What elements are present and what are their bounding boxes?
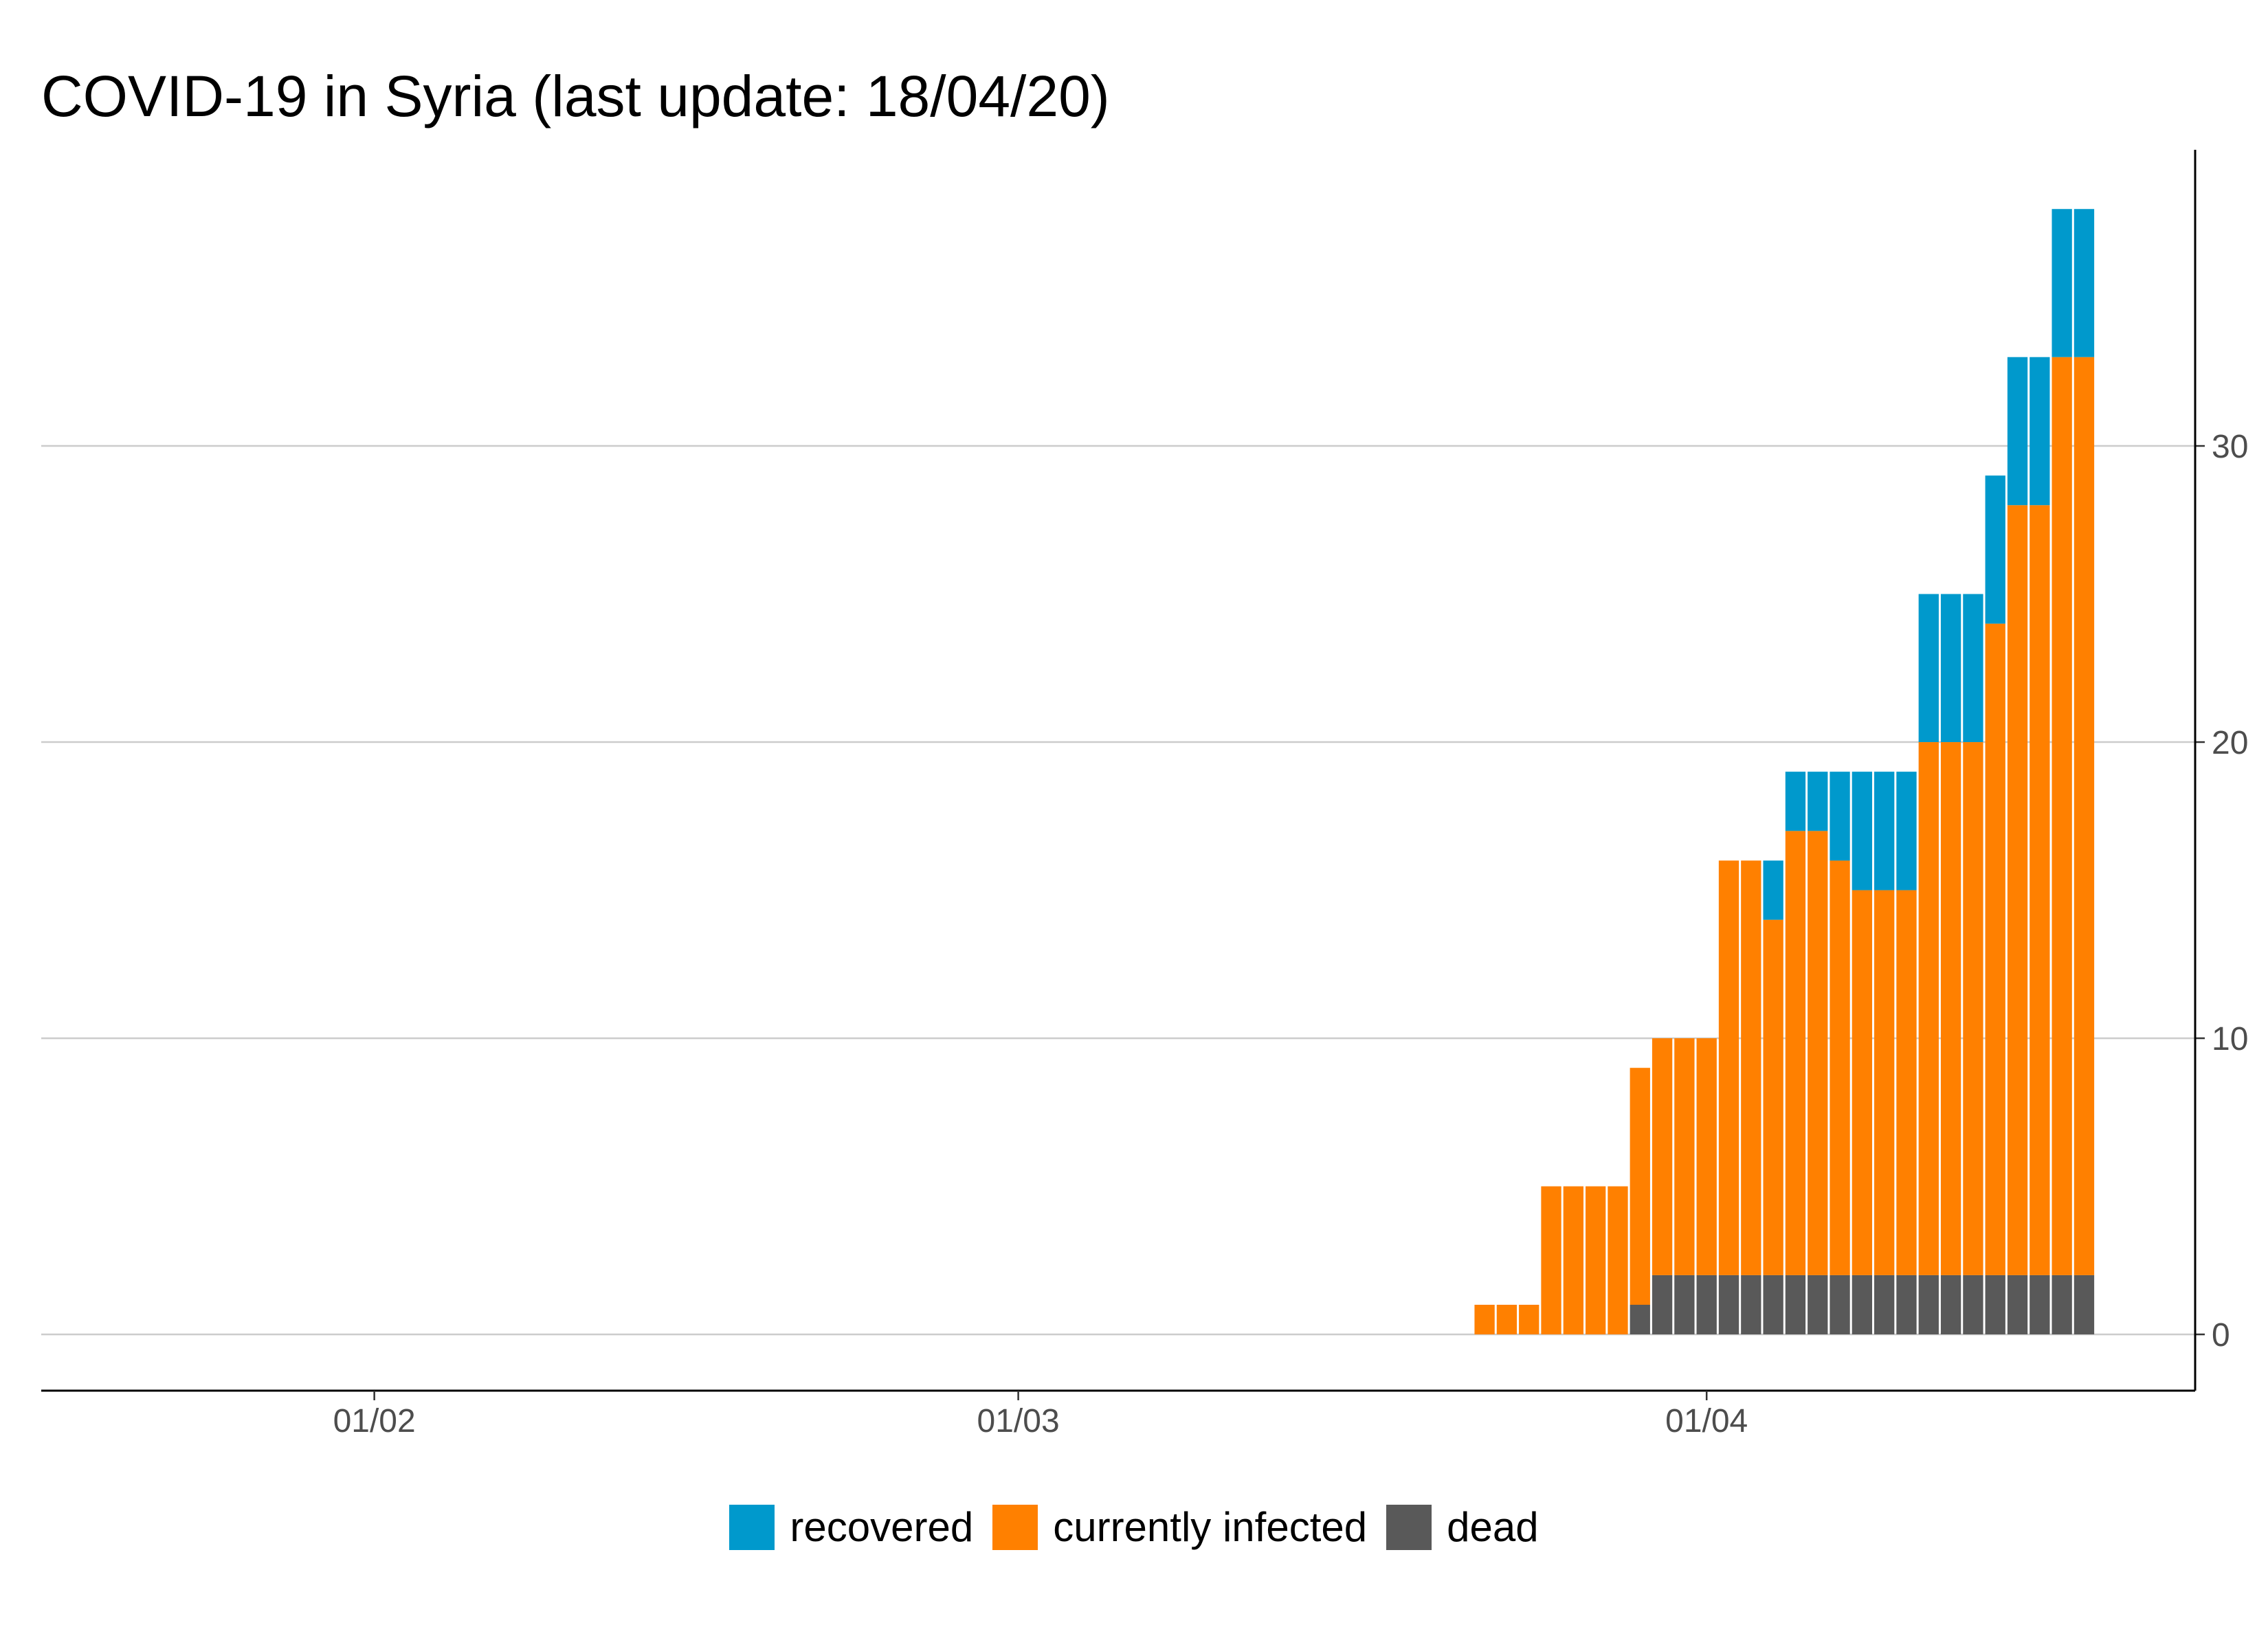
bar-currently-infected-2020-03-31 [1674,1038,1695,1275]
legend-label-dead: dead [1447,1504,1539,1550]
bar-recovered-2020-04-07 [1830,772,1850,861]
legend-item-currently-infected: currently infected [992,1503,1367,1551]
bar-currently-infected-2020-04-12 [1940,742,1961,1275]
bar-currently-infected-2020-04-02 [1718,860,1739,1275]
bar-currently-infected-2020-03-25 [1541,1186,1561,1335]
bar-dead-2020-04-03 [1741,1275,1761,1335]
bar-dead-2020-04-11 [1918,1275,1939,1335]
y-tick-label-10: 10 [2212,1021,2248,1057]
bar-dead-2020-04-16 [2030,1275,2050,1335]
bar-currently-infected-2020-04-01 [1696,1038,1717,1275]
bar-currently-infected-2020-04-11 [1918,742,1939,1275]
y-tick-label-20: 20 [2212,725,2248,761]
bar-dead-2020-04-15 [2007,1275,2028,1335]
bar-recovered-2020-04-12 [1940,594,1961,743]
bar-currently-infected-2020-04-09 [1874,890,1895,1275]
bar-currently-infected-2020-04-08 [1852,890,1873,1275]
legend-item-recovered: recovered [729,1503,973,1551]
bar-dead-2020-04-17 [2052,1275,2072,1335]
bar-currently-infected-2020-03-26 [1563,1186,1583,1335]
bar-dead-2020-04-04 [1763,1275,1783,1335]
bar-recovered-2020-04-13 [1963,594,1983,743]
bar-dead-2020-04-14 [1985,1275,2005,1335]
bar-dead-2020-04-08 [1852,1275,1873,1335]
legend: recovered currently infected dead [0,1503,2268,1551]
legend-swatch-currently-infected [992,1504,1038,1550]
bar-dead-2020-04-12 [1940,1275,1961,1335]
bar-dead-2020-04-13 [1963,1275,1983,1335]
bar-currently-infected-2020-03-24 [1519,1305,1539,1335]
bar-dead-2020-04-02 [1718,1275,1739,1335]
bar-recovered-2020-04-14 [1985,475,2005,624]
bar-currently-infected-2020-03-22 [1474,1305,1495,1335]
y-tick-label-30: 30 [2212,429,2248,465]
bar-currently-infected-2020-03-28 [1608,1186,1628,1335]
bar-recovered-2020-04-09 [1874,772,1895,890]
legend-label-recovered: recovered [790,1504,974,1550]
chart-title: COVID-19 in Syria (last update: 18/04/20… [41,64,1110,128]
bar-currently-infected-2020-03-27 [1585,1186,1606,1335]
legend-label-currently-infected: currently infected [1053,1504,1368,1550]
bar-currently-infected-2020-03-30 [1652,1038,1673,1275]
bar-currently-infected-2020-03-29 [1630,1068,1650,1305]
bar-recovered-2020-04-17 [2052,209,2072,357]
bar-dead-2020-04-07 [1830,1275,1850,1335]
bar-currently-infected-2020-04-03 [1741,860,1761,1275]
bar-currently-infected-2020-04-07 [1830,860,1850,1275]
bar-currently-infected-2020-04-14 [1985,623,2005,1275]
bar-recovered-2020-04-18 [2074,209,2095,357]
bar-currently-infected-2020-04-06 [1808,831,1828,1275]
x-tick-label-2020-03-01: 01/03 [977,1403,1060,1439]
x-tick-label-2020-04-01: 01/04 [1665,1403,1748,1439]
bar-currently-infected-2020-04-13 [1963,742,1983,1275]
y-tick-label-0: 0 [2212,1317,2230,1354]
bar-recovered-2020-04-16 [2030,357,2050,506]
bar-dead-2020-03-31 [1674,1275,1695,1335]
bar-dead-2020-04-01 [1696,1275,1717,1335]
legend-item-dead: dead [1386,1503,1539,1551]
bar-recovered-2020-04-08 [1852,772,1873,890]
bar-dead-2020-03-29 [1630,1305,1650,1335]
bar-dead-2020-03-30 [1652,1275,1673,1335]
bar-currently-infected-2020-04-15 [2007,505,2028,1275]
bar-currently-infected-2020-04-17 [2052,357,2072,1275]
x-tick-label-2020-02-01: 01/02 [333,1403,416,1439]
bar-dead-2020-04-05 [1785,1275,1806,1335]
bar-recovered-2020-04-11 [1918,594,1939,743]
bar-dead-2020-04-18 [2074,1275,2095,1335]
bar-recovered-2020-04-06 [1808,772,1828,831]
bar-currently-infected-2020-04-04 [1763,919,1783,1275]
bar-recovered-2020-04-15 [2007,357,2028,506]
bar-recovered-2020-04-04 [1763,860,1783,920]
bar-dead-2020-04-06 [1808,1275,1828,1335]
bar-currently-infected-2020-04-05 [1785,831,1806,1275]
bar-currently-infected-2020-03-23 [1496,1305,1517,1335]
legend-swatch-dead [1386,1504,1432,1550]
legend-swatch-recovered [729,1504,775,1550]
bar-dead-2020-04-10 [1896,1275,1917,1335]
bar-recovered-2020-04-05 [1785,772,1806,831]
bar-dead-2020-04-09 [1874,1275,1895,1335]
bar-recovered-2020-04-10 [1896,772,1917,890]
bar-currently-infected-2020-04-16 [2030,505,2050,1275]
bar-currently-infected-2020-04-10 [1896,890,1917,1275]
bar-currently-infected-2020-04-18 [2074,357,2095,1275]
